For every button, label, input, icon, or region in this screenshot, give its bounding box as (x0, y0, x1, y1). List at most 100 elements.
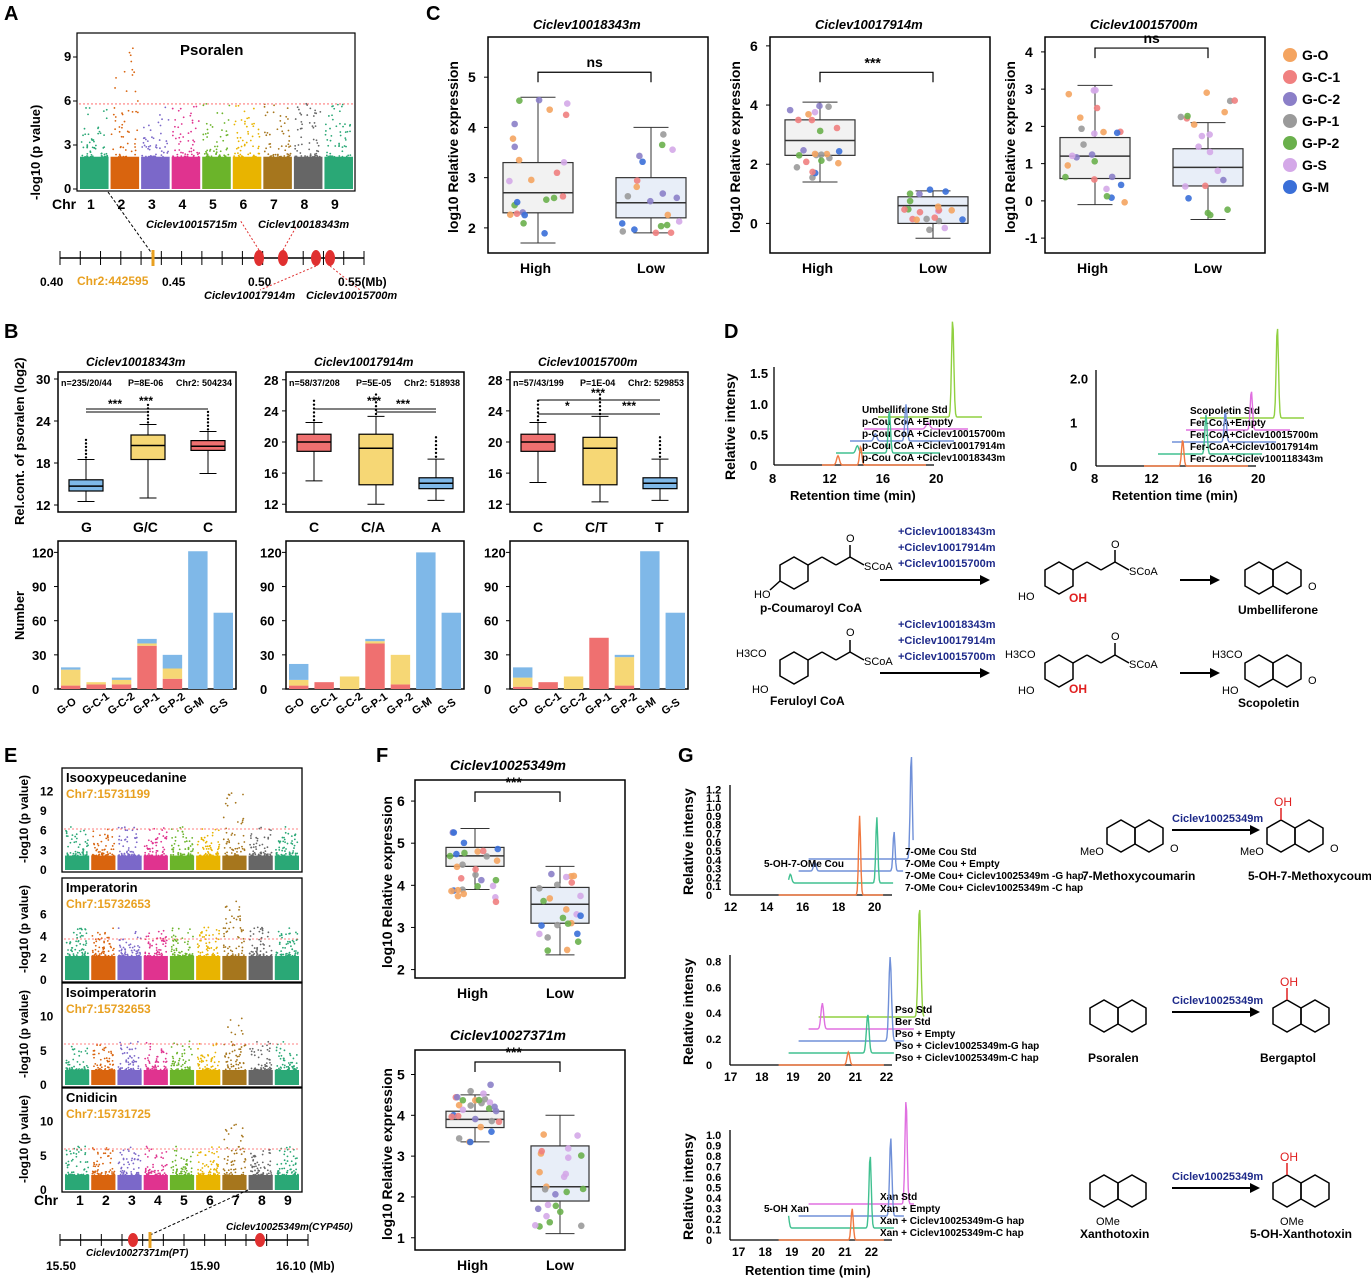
snp-point (184, 155, 187, 158)
dot-high-c-2-point (1103, 185, 1110, 193)
snp-point (180, 854, 183, 857)
snp-point (269, 1061, 271, 1064)
snp-point (262, 1172, 265, 1175)
snp-point (152, 939, 154, 942)
snp-point (120, 1171, 123, 1174)
snp-point (132, 851, 135, 854)
snp-point (119, 1173, 122, 1176)
ylabel-c-0: log10 Relative expression (445, 61, 461, 233)
snp-point (285, 1065, 288, 1068)
snp-point (289, 1150, 292, 1153)
snp-point (213, 1055, 216, 1058)
snp-point (131, 47, 134, 50)
dot-low-f-0-point (538, 922, 545, 929)
xtick-d-left: 16 (876, 471, 890, 486)
snp-point (288, 1064, 291, 1066)
snp-point (173, 1149, 176, 1152)
snp-point (118, 835, 121, 838)
sig-label-b: *** (139, 394, 153, 408)
snp-point (159, 124, 162, 127)
snp-point (237, 104, 240, 107)
dot-high-c-0-point (563, 100, 571, 107)
snp-point (73, 1174, 75, 1176)
snp-point (85, 1064, 88, 1067)
dot-high-c-0-point (506, 177, 513, 185)
snp-point (100, 1066, 103, 1069)
snp-point (94, 948, 97, 951)
snp-point (292, 1155, 295, 1158)
dot-high-f-1-point (467, 1102, 474, 1109)
dot-high-c-0-point (509, 135, 517, 143)
snp-point (118, 126, 121, 128)
snp-point (151, 854, 154, 857)
snp-point (231, 832, 234, 835)
snp-point (79, 830, 82, 833)
snp-point (202, 1060, 205, 1063)
count-bar-G-P-1 (137, 643, 157, 646)
snp-point (147, 124, 150, 127)
snp-point (174, 839, 177, 842)
svg-text:H3CO: H3CO (736, 648, 767, 660)
snp-point (135, 833, 138, 835)
snp-point (300, 120, 303, 123)
snp-point (234, 1033, 237, 1036)
snp-point (250, 1152, 252, 1155)
ytick-g: 0.2 (706, 1034, 721, 1046)
sig-c-2-bracket (1094, 47, 1209, 59)
snp-point (91, 934, 94, 937)
track-name-e-3: Cnidicin (66, 1090, 117, 1105)
ytick-a: 6 (64, 93, 71, 108)
ytick-a: 9 (64, 49, 71, 64)
snp-point (292, 851, 294, 854)
snp-point (69, 826, 72, 828)
snp-point (292, 850, 295, 852)
gene-markers-a (254, 250, 335, 266)
snp-point (171, 948, 173, 951)
snp-point (129, 1048, 131, 1051)
snp-point (253, 1154, 256, 1157)
snp-point (101, 155, 103, 158)
snp-point (102, 952, 105, 955)
xtick-g: 16 (796, 900, 810, 914)
chr-block-9 (274, 955, 299, 980)
snp-point (338, 142, 341, 145)
snp-point (257, 145, 260, 148)
snp-point (290, 1160, 293, 1163)
snp-point (240, 1046, 243, 1048)
snp-point (229, 1019, 232, 1021)
snp-point (190, 1171, 193, 1173)
outlier-b (658, 455, 662, 458)
snp-point (257, 1063, 260, 1066)
snp-point (264, 114, 267, 117)
snp-point (152, 1166, 154, 1169)
snp-point (96, 1151, 99, 1154)
snp-point (146, 854, 149, 857)
snp-point (288, 1052, 291, 1055)
snp-point (187, 931, 189, 934)
snp-point (65, 1173, 67, 1176)
ytick-b: 24 (488, 404, 503, 419)
snp-point (148, 1062, 151, 1065)
dot-high-f-0-point (474, 848, 481, 855)
product-g-2: 5-OH-Xanthotoxin (1250, 1227, 1352, 1241)
count-bar-G-P-1 (137, 645, 157, 689)
dot-high-f-1-point (454, 1112, 462, 1120)
snp-point (171, 1160, 174, 1163)
snp-point (326, 151, 328, 154)
snp-point (161, 829, 164, 831)
snp-point (183, 1052, 186, 1055)
snp-point (174, 119, 177, 121)
snp-point (188, 1174, 191, 1176)
ytick-g: 0.8 (706, 1151, 721, 1163)
snp-point (120, 1044, 122, 1047)
snp-point (197, 155, 200, 158)
snp-point (119, 955, 122, 957)
chr-a-2: 2 (118, 196, 126, 212)
snp-point (245, 125, 248, 128)
chr-e-2: 2 (102, 1192, 110, 1208)
snp-point (180, 123, 183, 125)
snp-point (176, 1168, 178, 1171)
dot-high-c-2-point (1078, 125, 1085, 133)
ytick-b: 24 (264, 404, 279, 419)
snp-point (86, 152, 89, 155)
